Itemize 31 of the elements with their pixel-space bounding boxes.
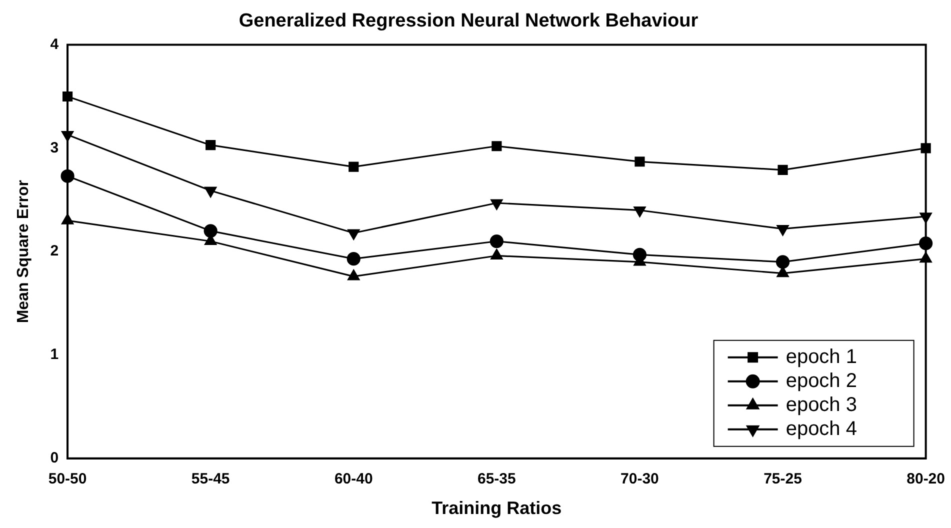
point (778, 164, 788, 175)
point (492, 141, 502, 152)
x-tick-label: 80-20 (906, 470, 946, 488)
point (490, 234, 504, 248)
y-tick-label: 3 (50, 139, 59, 156)
x-axis-title: Training Ratios (432, 498, 562, 518)
legend-label: epoch 4 (786, 418, 857, 440)
point (348, 270, 360, 280)
point (490, 248, 503, 260)
x-tick-label: 55-45 (191, 470, 230, 488)
x-tick-label: 60-40 (334, 470, 373, 488)
y-tick-label: 4 (50, 36, 60, 53)
point (206, 140, 216, 150)
x-tick-label: 75-25 (764, 470, 802, 488)
x-tick-label: 70-30 (620, 470, 659, 488)
point (776, 255, 790, 269)
legend-label: epoch 1 (786, 346, 857, 368)
y-tick-label: 0 (50, 450, 59, 467)
point (204, 224, 218, 238)
point (634, 156, 645, 167)
y-tick-label: 2 (50, 242, 59, 260)
legend-label: epoch 3 (786, 394, 857, 416)
y-axis-title: Mean Square Error (15, 180, 32, 324)
y-tick-label: 1 (50, 346, 59, 364)
point (632, 248, 647, 262)
x-tick-label: 65-35 (477, 470, 516, 488)
point (348, 162, 359, 172)
x-tick-label: 50-50 (48, 470, 87, 488)
chart-title: Generalized Regression Neural Network Behaviour (238, 10, 699, 32)
legend-label: epoch 2 (786, 370, 857, 392)
point (346, 252, 360, 266)
